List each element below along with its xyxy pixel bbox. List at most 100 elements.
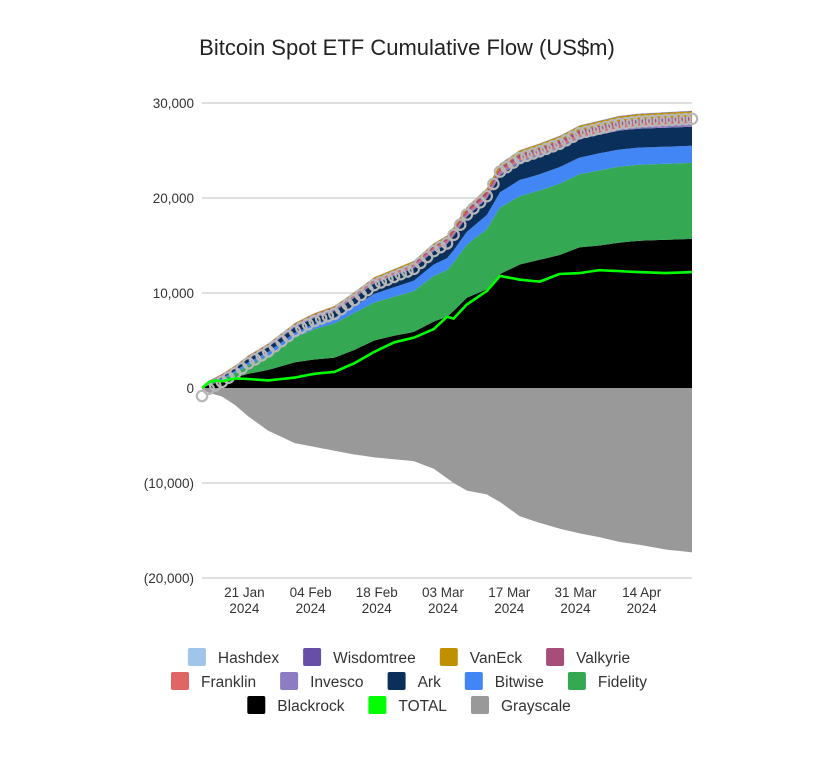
x-tick-year: 2024 bbox=[229, 601, 260, 616]
total-marker bbox=[294, 321, 308, 334]
legend-label-total: TOTAL bbox=[398, 698, 447, 715]
y-tick-label: 30,000 bbox=[153, 96, 194, 111]
total-marker bbox=[659, 113, 672, 127]
total-marker bbox=[394, 267, 407, 281]
legend-swatch-total bbox=[368, 696, 387, 714]
legend-swatch-fidelity bbox=[567, 672, 586, 690]
total-marker bbox=[645, 114, 659, 128]
total-marker bbox=[573, 127, 586, 140]
y-tick-label: 10,000 bbox=[153, 286, 194, 301]
total-marker bbox=[672, 113, 686, 126]
x-tick-year: 2024 bbox=[296, 601, 327, 616]
total-marker bbox=[632, 115, 646, 128]
total-marker bbox=[374, 276, 388, 289]
legend-swatch-blackrock bbox=[247, 696, 266, 714]
total-marker bbox=[685, 112, 699, 126]
y-tick-label: 20,000 bbox=[153, 191, 194, 206]
total-marker bbox=[566, 130, 580, 144]
legend-label-bitwise: Bitwise bbox=[495, 674, 544, 691]
legend-label-grayscale: Grayscale bbox=[501, 698, 571, 715]
total-marker bbox=[539, 142, 553, 156]
y-tick-label: 0 bbox=[186, 381, 194, 396]
total-marker bbox=[553, 137, 566, 151]
x-tick-year: 2024 bbox=[560, 601, 591, 616]
total-marker bbox=[546, 140, 560, 153]
legend-swatch-bitwise bbox=[464, 672, 483, 690]
legend-label-fidelity: Fidelity bbox=[598, 674, 647, 691]
legend-label-hashdex: Hashdex bbox=[218, 650, 279, 667]
total-marker bbox=[440, 237, 454, 250]
legend-swatch-wisdomtree bbox=[303, 648, 322, 666]
legend-swatch-hashdex bbox=[187, 648, 206, 666]
stacked-areas bbox=[202, 110, 692, 553]
total-marker bbox=[387, 270, 401, 284]
legend-swatch-grayscale bbox=[471, 696, 489, 714]
total-marker bbox=[301, 317, 315, 331]
legend-swatch-franklin bbox=[171, 672, 189, 690]
total-marker bbox=[679, 112, 692, 126]
total-marker bbox=[367, 278, 381, 292]
area-fidelity bbox=[202, 162, 692, 388]
legend-label-valkyrie: Valkyrie bbox=[576, 650, 630, 667]
legend-label-blackrock: Blackrock bbox=[277, 698, 344, 715]
area-bitwise bbox=[202, 145, 692, 388]
total-marker bbox=[400, 265, 414, 278]
total-marker bbox=[314, 312, 328, 325]
total-marker bbox=[321, 309, 335, 323]
y-tick-label: (10,000) bbox=[144, 476, 194, 491]
x-tick-label: 14 Apr bbox=[622, 585, 662, 600]
total-marker bbox=[619, 116, 633, 130]
total-marker bbox=[533, 145, 546, 158]
x-tick-label: 04 Feb bbox=[290, 585, 332, 600]
legend-label-wisdomtree: Wisdomtree bbox=[333, 650, 416, 667]
total-marker bbox=[480, 189, 493, 203]
series-line-total bbox=[201, 268, 693, 389]
total-marker bbox=[612, 117, 626, 131]
legend-swatch-ark bbox=[387, 672, 406, 690]
total-marker bbox=[434, 240, 447, 254]
x-tick-label: 18 Feb bbox=[356, 585, 398, 600]
total-marker bbox=[447, 228, 460, 242]
total-marker bbox=[381, 273, 394, 286]
total-marker bbox=[453, 218, 467, 231]
area-blackrock bbox=[202, 238, 692, 388]
area-grayscale bbox=[202, 388, 692, 553]
total-marker bbox=[606, 119, 619, 132]
total-marker bbox=[520, 149, 533, 163]
total-marker bbox=[427, 244, 441, 258]
x-tick-year: 2024 bbox=[627, 601, 658, 616]
total-marker bbox=[586, 123, 599, 137]
x-tick-year: 2024 bbox=[428, 601, 459, 616]
legend-label-invesco: Invesco bbox=[310, 674, 363, 691]
y-axis: 30,000 20,000 10,000 0 (10,000) (20,000) bbox=[144, 96, 194, 586]
legend-label-vaneck: VanEck bbox=[470, 650, 523, 667]
x-tick-label: 17 Mar bbox=[488, 585, 531, 600]
x-tick-label: 21 Jan bbox=[224, 585, 265, 600]
total-marker bbox=[665, 113, 679, 127]
total-marker bbox=[242, 356, 255, 370]
total-marker bbox=[513, 151, 527, 165]
total-marker bbox=[195, 389, 209, 403]
legend: Hashdex Wisdomtree VanEck Valkyrie Franklin I… bbox=[171, 648, 647, 715]
total-marker bbox=[626, 116, 639, 129]
legend-swatch-invesco bbox=[280, 672, 299, 690]
y-tick-label: (20,000) bbox=[144, 571, 194, 586]
total-line-group bbox=[201, 268, 693, 389]
area-ark bbox=[202, 126, 692, 389]
total-marker bbox=[599, 120, 613, 134]
total-marker bbox=[526, 147, 540, 160]
total-marker bbox=[579, 125, 593, 138]
x-tick-year: 2024 bbox=[362, 601, 393, 616]
total-marker bbox=[592, 122, 606, 135]
chart-title: Bitcoin Spot ETF Cumulative Flow (US$m) bbox=[199, 35, 615, 60]
x-tick-label: 03 Mar bbox=[422, 585, 465, 600]
legend-swatch-valkyrie bbox=[546, 648, 565, 666]
total-marker bbox=[288, 324, 301, 338]
legend-swatch-vaneck bbox=[439, 648, 458, 666]
total-marker bbox=[652, 114, 666, 127]
total-marker bbox=[487, 177, 500, 191]
total-marker bbox=[639, 114, 652, 128]
x-tick-label: 31 Mar bbox=[554, 585, 597, 600]
